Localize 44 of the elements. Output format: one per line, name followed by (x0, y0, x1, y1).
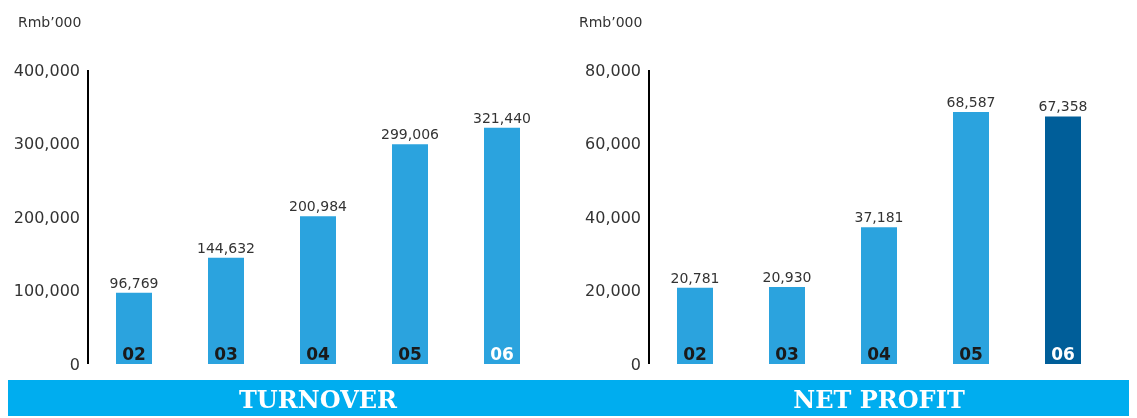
y-tick-label: 20,000 (585, 281, 641, 301)
y-tick-label: 40,000 (585, 207, 641, 227)
y-tick-label: 300,000 (13, 134, 80, 154)
text: TURNOVER (238, 384, 398, 416)
y-tick-label: 100,000 (13, 281, 80, 301)
data-label: 200,984 (289, 198, 348, 215)
data-label: 321,440 (473, 109, 531, 126)
bar (484, 127, 520, 364)
data-label: 144,632 (197, 239, 255, 256)
x-tick-label: 06 (490, 344, 514, 364)
y-tick-label: 0 (69, 354, 80, 374)
x-tick-label: 04 (306, 344, 330, 364)
text: NET PROFIT (792, 384, 966, 416)
bar (208, 257, 244, 364)
data-label: 68,587 (946, 93, 996, 110)
data-label: 37,181 (854, 209, 904, 226)
x-tick-label: 05 (398, 344, 422, 364)
x-tick-label: 05 (959, 344, 983, 364)
x-tick-label: 02 (122, 344, 146, 364)
y-tick-label: 80,000 (585, 60, 641, 80)
y-tick-label: 400,000 (13, 60, 80, 80)
bar (116, 292, 152, 364)
y-axis-title: Rmb’000 (18, 14, 82, 30)
y-tick-label: 0 (630, 354, 641, 374)
data-label: 299,006 (381, 126, 440, 143)
data-label: 96,769 (109, 274, 159, 291)
data-label: 20,781 (670, 269, 720, 286)
bar (769, 287, 805, 364)
bar (1045, 116, 1081, 364)
y-axis-title: Rmb’000 (579, 14, 643, 30)
data-label: 67,358 (1038, 98, 1088, 115)
y-tick-label: 60,000 (585, 134, 641, 154)
x-tick-label: 03 (214, 344, 238, 364)
bar (300, 216, 336, 364)
x-tick-label: 04 (867, 344, 891, 364)
bar (861, 227, 897, 364)
bar (392, 144, 428, 364)
bar (953, 111, 989, 364)
data-label: 20,930 (762, 269, 812, 286)
bar (677, 287, 713, 364)
x-tick-label: 03 (775, 344, 799, 364)
x-tick-label: 06 (1051, 344, 1075, 364)
x-tick-label: 02 (683, 344, 707, 364)
y-tick-label: 200,000 (13, 207, 80, 227)
